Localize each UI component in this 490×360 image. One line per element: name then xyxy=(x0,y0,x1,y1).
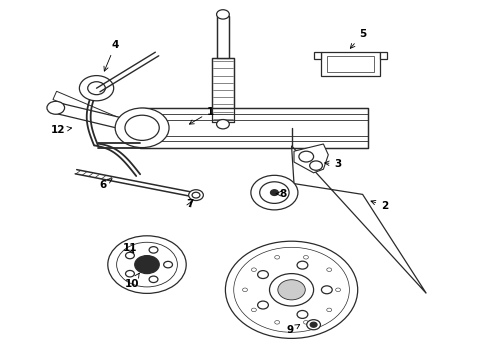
Circle shape xyxy=(275,320,280,324)
Circle shape xyxy=(336,288,341,292)
Circle shape xyxy=(135,256,159,274)
Circle shape xyxy=(164,261,172,268)
Circle shape xyxy=(115,108,169,148)
Text: 12: 12 xyxy=(50,125,72,135)
Circle shape xyxy=(47,101,65,114)
Circle shape xyxy=(297,310,308,318)
Polygon shape xyxy=(314,52,321,59)
Polygon shape xyxy=(321,52,380,76)
Circle shape xyxy=(260,182,289,203)
Text: 1: 1 xyxy=(190,107,214,124)
Circle shape xyxy=(225,241,358,338)
Text: 9: 9 xyxy=(287,324,300,336)
Circle shape xyxy=(321,286,332,294)
Circle shape xyxy=(79,76,114,101)
Text: 7: 7 xyxy=(186,199,194,210)
Text: 4: 4 xyxy=(104,40,119,71)
Circle shape xyxy=(117,242,177,287)
Polygon shape xyxy=(53,91,142,135)
Circle shape xyxy=(125,115,159,140)
Text: 3: 3 xyxy=(325,159,342,169)
Polygon shape xyxy=(294,144,328,173)
Circle shape xyxy=(108,236,186,293)
Circle shape xyxy=(270,190,278,195)
Text: 8: 8 xyxy=(276,189,287,199)
Text: 2: 2 xyxy=(371,201,388,211)
Polygon shape xyxy=(380,52,387,59)
Text: 5: 5 xyxy=(350,29,366,48)
Text: 10: 10 xyxy=(125,273,140,289)
Polygon shape xyxy=(140,108,368,148)
Text: 11: 11 xyxy=(122,243,137,253)
Circle shape xyxy=(251,175,298,210)
Circle shape xyxy=(327,308,332,312)
Circle shape xyxy=(125,252,134,259)
Circle shape xyxy=(278,280,305,300)
Circle shape xyxy=(303,320,308,324)
Circle shape xyxy=(310,161,322,170)
Circle shape xyxy=(192,192,200,198)
Circle shape xyxy=(275,256,280,259)
Circle shape xyxy=(217,120,229,129)
Circle shape xyxy=(251,268,256,271)
Circle shape xyxy=(299,151,314,162)
Circle shape xyxy=(243,288,247,292)
Circle shape xyxy=(125,270,134,277)
Polygon shape xyxy=(212,58,234,122)
Circle shape xyxy=(258,271,269,279)
Circle shape xyxy=(149,276,158,283)
Circle shape xyxy=(149,247,158,253)
Circle shape xyxy=(258,301,269,309)
Polygon shape xyxy=(292,146,426,293)
Polygon shape xyxy=(217,16,229,58)
Circle shape xyxy=(251,308,256,312)
Circle shape xyxy=(327,268,332,271)
Circle shape xyxy=(217,10,229,19)
Circle shape xyxy=(234,247,349,332)
Text: 6: 6 xyxy=(99,179,112,190)
Circle shape xyxy=(297,261,308,269)
Circle shape xyxy=(310,322,317,327)
Circle shape xyxy=(88,82,105,95)
Circle shape xyxy=(307,320,320,330)
Polygon shape xyxy=(327,56,374,72)
Circle shape xyxy=(189,190,203,201)
Polygon shape xyxy=(53,103,142,133)
Circle shape xyxy=(270,274,314,306)
Circle shape xyxy=(303,256,308,259)
